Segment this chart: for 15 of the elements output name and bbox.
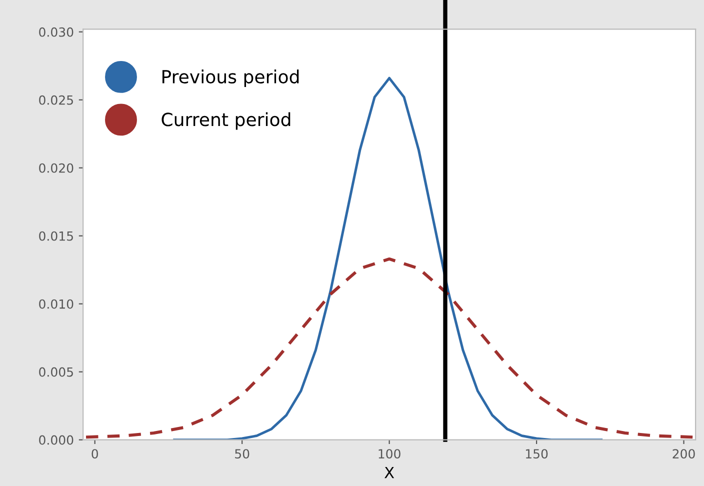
y-tick-label: 0.030 [39, 27, 74, 37]
x-tick-label: 150 [526, 449, 548, 459]
y-tick-label: 0.025 [39, 95, 73, 105]
y-tick-label: 0.010 [39, 299, 74, 309]
x-axis-title: X [384, 466, 394, 478]
y-tick-label: 0.020 [39, 163, 74, 173]
x-tick-label: 100 [378, 449, 400, 459]
legend-label: Previous period [162, 70, 299, 88]
y-tick-label: 0.015 [39, 231, 73, 241]
y-tick-label: 0.005 [39, 367, 73, 377]
x-tick-label: 0 [92, 449, 98, 459]
y-tick-label: 0.000 [39, 435, 74, 445]
x-tick-label: 200 [672, 449, 695, 459]
x-tick-label: 50 [235, 449, 250, 459]
legend-label: Current period [162, 112, 290, 130]
